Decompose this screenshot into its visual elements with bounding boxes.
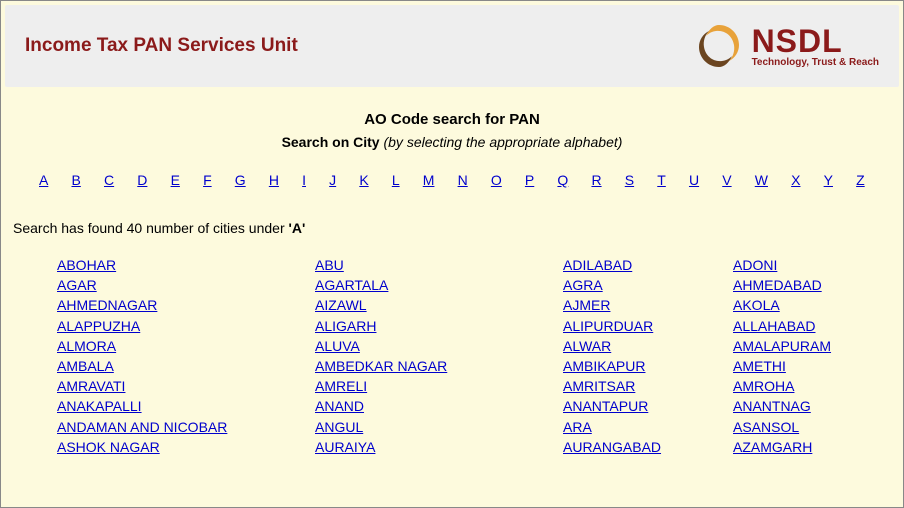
city-link[interactable]: ANANTNAG <box>733 397 903 415</box>
alphabet-link-q[interactable]: Q <box>557 172 568 188</box>
city-link[interactable]: ADILABAD <box>563 256 733 274</box>
alphabet-link-w[interactable]: W <box>755 172 768 188</box>
city-link[interactable]: AMETHI <box>733 357 903 375</box>
result-letter: 'A' <box>289 220 306 236</box>
city-link[interactable]: ALIGARH <box>315 317 563 335</box>
alphabet-link-l[interactable]: L <box>392 172 400 188</box>
alphabet-link-g[interactable]: G <box>235 172 246 188</box>
header-bar: Income Tax PAN Services Unit NSDL Techno… <box>5 5 899 87</box>
result-count-text: Search has found 40 number of cities und… <box>11 220 893 236</box>
city-link[interactable]: ASHOK NAGAR <box>57 438 315 456</box>
nsdl-text-container: NSDL Technology, Trust & Reach <box>752 25 879 68</box>
alphabet-link-t[interactable]: T <box>657 172 666 188</box>
alphabet-link-k[interactable]: K <box>359 172 368 188</box>
alphabet-link-p[interactable]: P <box>525 172 534 188</box>
city-link[interactable]: ARA <box>563 418 733 436</box>
city-link[interactable]: ADONI <box>733 256 903 274</box>
city-link[interactable]: AHMEDABAD <box>733 276 903 294</box>
alphabet-link-c[interactable]: C <box>104 172 114 188</box>
nsdl-name: NSDL <box>752 25 843 57</box>
alphabet-link-a[interactable]: A <box>39 172 48 188</box>
city-link[interactable]: ALIPURDUAR <box>563 317 733 335</box>
city-link[interactable]: AHMEDNAGAR <box>57 296 315 314</box>
city-link[interactable]: ABOHAR <box>57 256 315 274</box>
alphabet-link-o[interactable]: O <box>491 172 502 188</box>
subtitle-bold: Search on City <box>282 134 380 150</box>
alphabet-link-e[interactable]: E <box>171 172 180 188</box>
city-link[interactable]: AMBIKAPUR <box>563 357 733 375</box>
city-link[interactable]: ABU <box>315 256 563 274</box>
page-container: Income Tax PAN Services Unit NSDL Techno… <box>0 0 904 508</box>
city-link[interactable]: ALLAHABAD <box>733 317 903 335</box>
alphabet-link-b[interactable]: B <box>72 172 81 188</box>
city-link[interactable]: ANGUL <box>315 418 563 436</box>
nsdl-tagline: Technology, Trust & Reach <box>752 57 879 68</box>
city-link[interactable]: ASANSOL <box>733 418 903 436</box>
city-link[interactable]: AIZAWL <box>315 296 563 314</box>
city-link[interactable]: AKOLA <box>733 296 903 314</box>
content-area: AO Code search for PAN Search on City (b… <box>1 91 903 456</box>
page-title: Income Tax PAN Services Unit <box>25 35 298 57</box>
city-link[interactable]: ANAKAPALLI <box>57 397 315 415</box>
alphabet-link-y[interactable]: Y <box>824 172 833 188</box>
city-link[interactable]: AMRAVATI <box>57 377 315 395</box>
city-link[interactable]: AGRA <box>563 276 733 294</box>
city-link[interactable]: ANANTAPUR <box>563 397 733 415</box>
subtitle-italic: (by selecting the appropriate alphabet) <box>383 134 622 150</box>
city-link[interactable]: AMBALA <box>57 357 315 375</box>
city-link[interactable]: ALMORA <box>57 337 315 355</box>
alphabet-link-x[interactable]: X <box>791 172 800 188</box>
alphabet-link-r[interactable]: R <box>591 172 601 188</box>
nsdl-swirl-icon <box>694 21 744 71</box>
city-link[interactable]: AURAIYA <box>315 438 563 456</box>
city-link[interactable]: AZAMGARH <box>733 438 903 456</box>
result-prefix: Search has found 40 number of cities und… <box>13 220 289 236</box>
alphabet-link-v[interactable]: V <box>722 172 731 188</box>
search-subtitle: Search on City (by selecting the appropr… <box>11 134 893 150</box>
alphabet-link-i[interactable]: I <box>302 172 306 188</box>
city-link[interactable]: ALUVA <box>315 337 563 355</box>
alphabet-link-h[interactable]: H <box>269 172 279 188</box>
alphabet-link-m[interactable]: M <box>423 172 435 188</box>
city-link[interactable]: AURANGABAD <box>563 438 733 456</box>
alphabet-link-u[interactable]: U <box>689 172 699 188</box>
city-link[interactable]: AGARTALA <box>315 276 563 294</box>
city-link[interactable]: AMRELI <box>315 377 563 395</box>
alphabet-nav: A B C D E F G H I J K L M N O P Q R S T U V W X Y Z <box>11 172 893 188</box>
alphabet-link-s[interactable]: S <box>625 172 634 188</box>
alphabet-link-j[interactable]: J <box>329 172 336 188</box>
alphabet-link-z[interactable]: Z <box>856 172 865 188</box>
city-link[interactable]: ANDAMAN AND NICOBAR <box>57 418 315 436</box>
alphabet-link-n[interactable]: N <box>458 172 468 188</box>
city-link[interactable]: AJMER <box>563 296 733 314</box>
city-link[interactable]: ALWAR <box>563 337 733 355</box>
city-link[interactable]: ANAND <box>315 397 563 415</box>
search-title: AO Code search for PAN <box>11 111 893 128</box>
city-link[interactable]: AMBEDKAR NAGAR <box>315 357 563 375</box>
city-link[interactable]: AMRITSAR <box>563 377 733 395</box>
city-link[interactable]: AMROHA <box>733 377 903 395</box>
alphabet-link-f[interactable]: F <box>203 172 212 188</box>
nsdl-logo: NSDL Technology, Trust & Reach <box>694 21 879 71</box>
alphabet-link-d[interactable]: D <box>137 172 147 188</box>
city-link[interactable]: ALAPPUZHA <box>57 317 315 335</box>
city-link[interactable]: AGAR <box>57 276 315 294</box>
city-link[interactable]: AMALAPURAM <box>733 337 903 355</box>
cities-grid: ABOHARABUADILABADADONIAGARAGARTALAAGRAAH… <box>11 256 893 456</box>
